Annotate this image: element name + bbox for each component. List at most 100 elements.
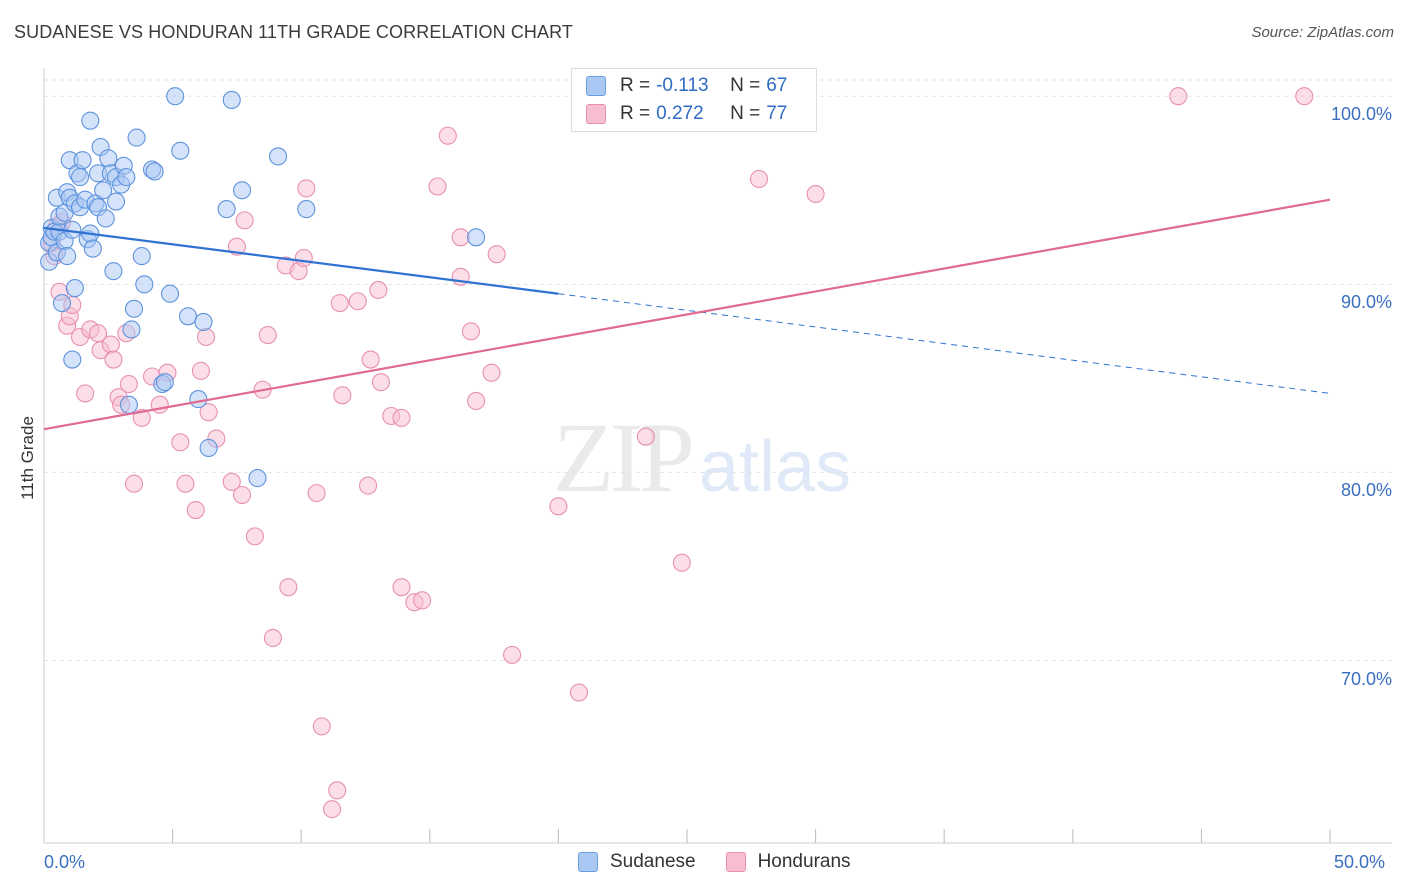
n-label: N = [730, 103, 761, 124]
honduran-point-59 [413, 591, 432, 610]
sudanese-point-33 [94, 181, 113, 200]
honduran-point-45 [312, 717, 331, 736]
sudanese-point-9 [52, 294, 72, 313]
honduran-point-64 [461, 322, 481, 341]
honduran-point-40 [279, 578, 298, 597]
honduran-point-61 [438, 126, 457, 145]
y-axis-title: 11th Grade [18, 416, 37, 500]
sudanese-point-50 [145, 162, 164, 181]
sudanese-legend-label: Sudanese [610, 851, 696, 872]
honduran-point-14 [104, 350, 123, 369]
honduran-point-52 [361, 350, 380, 369]
honduran-point-54 [371, 373, 390, 392]
sudanese-n-value: 67 [766, 75, 788, 96]
n-label: N = [730, 75, 761, 96]
honduran-point-25 [176, 474, 195, 493]
honduran-point-49 [333, 386, 352, 405]
sudanese-point-37 [104, 262, 123, 281]
honduran-point-73 [749, 169, 769, 189]
sudanese-point-23 [73, 151, 92, 170]
honduran-point-38 [263, 628, 282, 648]
sudanese-point-45 [124, 299, 144, 318]
sudanese-point-44 [122, 320, 141, 339]
sudanese-point-12 [58, 247, 77, 266]
honduran-point-29 [199, 403, 218, 422]
sudanese-point-47 [132, 247, 151, 266]
sudanese-point-57 [189, 390, 208, 409]
r-label: R = [620, 75, 651, 96]
sudanese-point-58 [194, 312, 213, 331]
r-label: R = [620, 103, 651, 124]
honduran-point-9 [76, 384, 95, 403]
sudanese-point-42 [117, 168, 136, 187]
sudanese-point-59 [199, 438, 218, 458]
sudanese-point-66 [467, 228, 486, 247]
honduran-point-57 [392, 578, 411, 597]
sudanese-legend-swatch [578, 852, 598, 872]
sudanese-trend-extension [558, 293, 1331, 394]
grid-lines [44, 79, 1392, 662]
sudanese-point-39 [106, 192, 126, 211]
sudanese-point-63 [248, 469, 267, 488]
honduran-point-31 [222, 472, 241, 491]
sudanese-point-17 [63, 350, 82, 369]
honduran-point-66 [482, 363, 501, 382]
sudanese-point-53 [160, 284, 180, 303]
honduran-point-68 [503, 645, 522, 664]
sudanese-point-60 [217, 200, 236, 219]
hondurans-swatch [586, 104, 606, 124]
honduran-point-44 [307, 484, 326, 503]
hondurans-n-value: 77 [766, 103, 788, 124]
correlation-legend: R = -0.113 N = 67 R = 0.272 N = 77 [571, 68, 817, 132]
legend-item-sudanese: Sudanese [578, 851, 696, 873]
trend-lines [43, 198, 1331, 431]
sudanese-point-28 [83, 239, 102, 258]
sudanese-point-22 [70, 168, 90, 187]
sudanese-point-64 [269, 147, 288, 166]
honduran-point-24 [171, 433, 190, 452]
honduran-point-19 [124, 474, 144, 493]
honduran-point-71 [636, 427, 655, 446]
honduran-point-35 [245, 527, 264, 546]
sudanese-point-34 [96, 209, 115, 228]
sudanese-points [40, 87, 486, 488]
hondurans-legend-swatch [725, 852, 746, 872]
sudanese-point-62 [232, 181, 252, 200]
honduran-point-53 [369, 280, 388, 300]
honduran-point-70 [569, 683, 589, 702]
y-tick-label-90: 90.0% [1340, 292, 1392, 313]
sudanese-point-65 [297, 200, 316, 219]
sudanese-point-54 [166, 87, 185, 106]
honduran-point-74 [806, 184, 825, 204]
honduran-point-13 [101, 335, 120, 354]
sudanese-point-27 [81, 111, 100, 130]
honduran-point-56 [392, 408, 411, 427]
sudanese-point-52 [155, 373, 174, 392]
honduran-point-26 [186, 501, 205, 520]
honduran-point-42 [294, 248, 313, 268]
chart-title: SUDANESE VS HONDURAN 11TH GRADE CORRELAT… [14, 22, 573, 42]
honduran-point-62 [451, 228, 470, 247]
sudanese-point-55 [171, 141, 190, 160]
hondurans-trend-line [43, 198, 1331, 431]
honduran-point-37 [258, 326, 277, 345]
honduran-point-18 [119, 374, 138, 394]
honduran-point-51 [359, 476, 378, 495]
sudanese-point-35 [99, 149, 118, 168]
sudanese-point-61 [222, 90, 241, 110]
sudanese-point-18 [65, 279, 84, 298]
honduran-point-50 [348, 292, 367, 311]
source-label: Source: ZipAtlas.com [1251, 24, 1394, 41]
sudanese-point-43 [119, 395, 138, 414]
honduran-point-60 [428, 177, 447, 196]
x-tick-label-max: 50.0% [1334, 852, 1386, 872]
honduran-point-34 [235, 211, 254, 230]
sudanese-point-46 [127, 128, 146, 147]
legend-row-hondurans: R = 0.272 N = 77 [586, 101, 787, 127]
hondurans-legend-label: Hondurans [757, 851, 851, 872]
honduran-point-27 [191, 361, 210, 380]
x-tick-label-min: 0.0% [44, 852, 86, 872]
honduran-point-33 [232, 485, 252, 505]
y-tick-label-100: 100.0% [1330, 104, 1392, 125]
